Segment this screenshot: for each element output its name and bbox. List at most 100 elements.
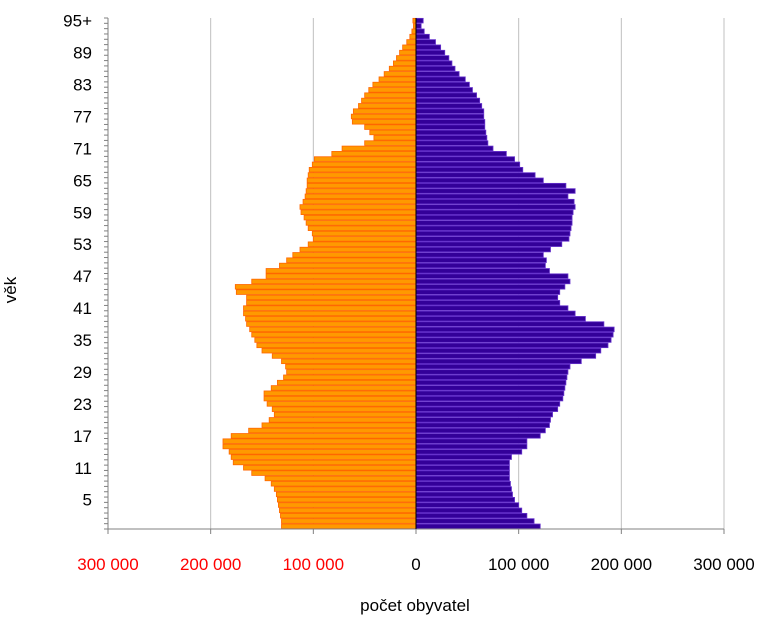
bar-left-age-66	[307, 172, 417, 178]
bar-right-age-59	[415, 209, 574, 215]
bar-right-age-87	[415, 60, 453, 66]
bar-left-age-19	[261, 422, 417, 428]
bar-right-age-70	[415, 151, 507, 157]
bar-right-age-69	[415, 156, 515, 162]
bar-left-age-55	[311, 230, 417, 237]
bar-left-age-49	[279, 262, 417, 269]
bar-left-age-92	[409, 33, 417, 40]
bar-left-age-84	[378, 76, 417, 82]
bar-right-age-57	[415, 220, 573, 226]
y-tick-label: 17	[73, 427, 92, 446]
bar-right-age-36	[415, 332, 614, 338]
x-tick-label: 0	[411, 555, 420, 574]
x-tick-label: 100 000	[488, 555, 549, 574]
x-tick-label: 200 000	[180, 555, 241, 574]
bar-left-age-58	[303, 214, 417, 221]
bar-left-age-41	[243, 305, 417, 311]
bar-right-age-46	[415, 278, 571, 285]
bar-left-age-83	[372, 81, 417, 88]
bar-right-age-56	[415, 225, 572, 231]
y-tick-label: 47	[73, 267, 92, 286]
bar-right-age-43	[415, 294, 559, 301]
bar-right-age-85	[415, 71, 460, 77]
bar-right-age-94	[415, 23, 422, 29]
bar-left-age-54	[312, 236, 417, 242]
x-tick-label: 300 000	[77, 555, 138, 574]
bar-left-age-2	[280, 512, 417, 519]
y-tick-label: 83	[73, 76, 92, 95]
bar-right-age-1	[415, 518, 535, 524]
x-axis-title: počet obyvatel	[360, 596, 470, 615]
bar-right-age-51	[415, 252, 544, 258]
bar-left-age-38	[246, 321, 417, 327]
bar-right-age-16	[415, 438, 528, 444]
bar-left-age-22	[271, 406, 417, 412]
bar-right-age-27	[415, 379, 567, 386]
bar-left-age-87	[393, 60, 417, 66]
bar-left-age-0	[281, 523, 417, 530]
bar-left-age-65	[306, 177, 417, 184]
bar-right-age-60	[415, 204, 576, 210]
bar-left-age-40	[243, 310, 417, 317]
bar-left-age-68	[311, 161, 417, 168]
bar-left-age-48	[265, 268, 417, 274]
bar-left-age-91	[406, 39, 417, 45]
bar-left-age-28	[283, 374, 417, 381]
bar-left-age-72	[364, 140, 417, 146]
bar-right-age-23	[415, 401, 561, 407]
bar-right-age-24	[415, 395, 564, 402]
bar-left-age-70	[331, 151, 417, 157]
y-tick-label: 71	[73, 139, 92, 158]
bar-left-age-79	[358, 103, 417, 109]
bar-right-age-13	[415, 454, 512, 460]
bar-left-age-23	[266, 401, 417, 407]
bar-right-age-30	[415, 363, 571, 370]
y-tick-label: 65	[73, 171, 92, 190]
bar-right-age-73	[415, 135, 488, 141]
bar-right-age-22	[415, 406, 559, 412]
bar-left-age-57	[305, 220, 417, 226]
bar-left-age-17	[230, 433, 417, 439]
bar-right-age-44	[415, 289, 561, 295]
bar-right-age-75	[415, 124, 486, 130]
bar-left-age-75	[364, 124, 417, 130]
bar-right-age-18	[415, 427, 546, 434]
bar-right-age-2	[415, 512, 528, 519]
bar-right-age-17	[415, 433, 541, 439]
bar-left-age-20	[268, 417, 417, 423]
bar-left-age-74	[369, 129, 417, 136]
bar-left-age-89	[399, 49, 417, 56]
y-tick-label: 89	[73, 44, 92, 63]
bar-left-age-1	[281, 518, 417, 524]
bar-right-age-28	[415, 374, 568, 381]
bar-right-age-25	[415, 390, 565, 396]
bar-right-age-11	[415, 465, 510, 471]
bar-right-age-4	[415, 502, 520, 508]
bar-left-age-64	[306, 182, 417, 189]
bar-right-age-9	[415, 475, 510, 482]
bar-left-age-90	[402, 44, 417, 50]
bar-right-age-40	[415, 310, 576, 317]
bar-left-age-11	[243, 465, 417, 471]
bar-right-age-89	[415, 49, 446, 56]
bar-left-age-51	[292, 252, 417, 258]
bar-right-age-31	[415, 358, 582, 365]
bar-left-age-6	[275, 491, 417, 498]
bar-right-age-64	[415, 182, 567, 189]
bar-right-age-63	[415, 188, 576, 194]
bar-left-age-25	[263, 390, 417, 396]
y-tick-label: 29	[73, 363, 92, 382]
x-tick-label: 300 000	[693, 555, 754, 574]
bar-right-age-79	[415, 103, 483, 109]
bar-left-age-29	[286, 369, 417, 375]
bar-left-age-5	[276, 497, 417, 503]
bar-right-age-26	[415, 385, 566, 391]
bar-right-age-5	[415, 497, 515, 503]
bar-left-age-93	[411, 28, 417, 35]
bar-left-age-44	[235, 289, 417, 295]
bar-right-age-42	[415, 300, 561, 306]
y-tick-label: 95+	[63, 12, 92, 31]
bar-right-age-88	[415, 55, 450, 61]
bar-right-age-72	[415, 140, 489, 146]
